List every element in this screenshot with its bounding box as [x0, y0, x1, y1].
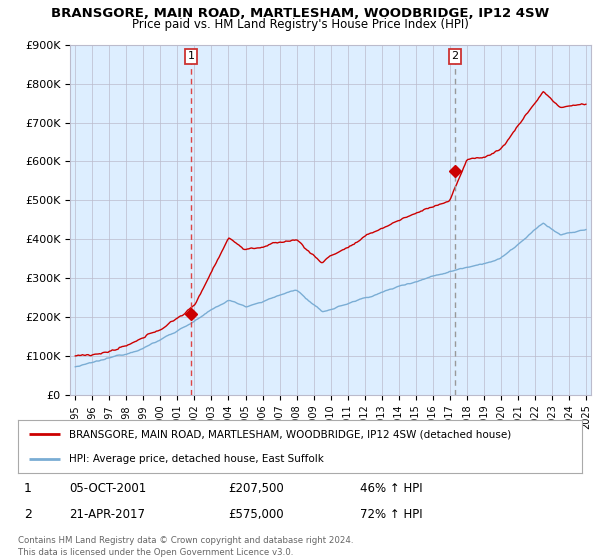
Text: £575,000: £575,000: [228, 507, 284, 521]
Text: 21-APR-2017: 21-APR-2017: [69, 507, 145, 521]
Text: Price paid vs. HM Land Registry's House Price Index (HPI): Price paid vs. HM Land Registry's House …: [131, 18, 469, 31]
Text: 2: 2: [23, 507, 32, 521]
Text: BRANSGORE, MAIN ROAD, MARTLESHAM, WOODBRIDGE, IP12 4SW (detached house): BRANSGORE, MAIN ROAD, MARTLESHAM, WOODBR…: [69, 430, 511, 440]
Text: 72% ↑ HPI: 72% ↑ HPI: [360, 507, 422, 521]
Text: 05-OCT-2001: 05-OCT-2001: [69, 482, 146, 495]
Text: 2: 2: [451, 52, 458, 62]
Text: HPI: Average price, detached house, East Suffolk: HPI: Average price, detached house, East…: [69, 454, 323, 464]
Text: 1: 1: [23, 482, 32, 495]
Text: This data is licensed under the Open Government Licence v3.0.: This data is licensed under the Open Gov…: [18, 548, 293, 557]
Text: Contains HM Land Registry data © Crown copyright and database right 2024.: Contains HM Land Registry data © Crown c…: [18, 536, 353, 545]
Text: 1: 1: [188, 52, 194, 62]
Text: BRANSGORE, MAIN ROAD, MARTLESHAM, WOODBRIDGE, IP12 4SW: BRANSGORE, MAIN ROAD, MARTLESHAM, WOODBR…: [51, 7, 549, 20]
Text: 46% ↑ HPI: 46% ↑ HPI: [360, 482, 422, 495]
Text: £207,500: £207,500: [228, 482, 284, 495]
